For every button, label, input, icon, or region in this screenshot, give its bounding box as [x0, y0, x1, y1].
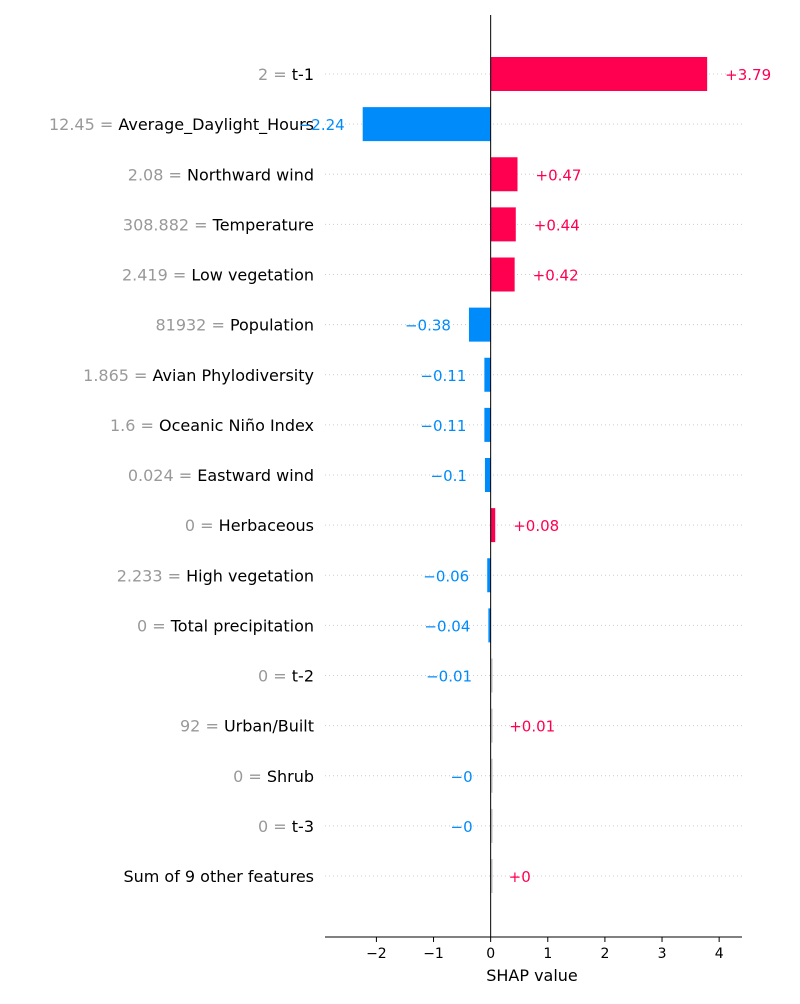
feature-name: Low vegetation	[191, 266, 314, 285]
feature-value: 2.233 =	[117, 566, 186, 585]
feature-value: 308.882 =	[123, 215, 213, 234]
feature-value: 0 =	[258, 667, 292, 686]
feature-value: 0.024 =	[128, 466, 197, 485]
feature-label: 0 = Shrub	[233, 767, 314, 786]
feature-name: Shrub	[267, 767, 314, 786]
feature-name: Average_Daylight_Hours	[118, 115, 314, 135]
feature-value: 1.6 =	[110, 416, 159, 435]
x-tick-label: 0	[486, 946, 495, 962]
negative-bar	[362, 107, 491, 142]
feature-name: Herbaceous	[219, 516, 314, 535]
x-tick-label: 1	[543, 946, 552, 962]
feature-label: 0 = Herbaceous	[185, 516, 314, 535]
negative-bar	[488, 608, 491, 643]
feature-name: Oceanic Niño Index	[159, 416, 314, 435]
positive-bar	[490, 57, 708, 91]
x-tick-label: 4	[715, 946, 724, 962]
bar-layer	[362, 57, 708, 893]
label-layer: 2 = t-1 +3.79 12.45 = Average_Daylight_Hou…	[49, 65, 771, 886]
value-label: +3.79	[725, 66, 771, 84]
feature-label: Sum of 9 other features	[123, 867, 314, 886]
feature-label: 0.024 = Eastward wind	[128, 466, 314, 485]
x-tick-label: −2	[366, 946, 387, 962]
x-tick-label: 3	[658, 946, 667, 962]
x-tick-label: 2	[600, 946, 609, 962]
negative-bar	[484, 357, 491, 392]
value-label: +0	[509, 868, 531, 886]
feature-value: 1.865 =	[83, 366, 152, 385]
value-label: −0.11	[420, 417, 466, 435]
feature-label: 0 = t-3	[258, 817, 314, 836]
positive-bar	[490, 508, 496, 543]
feature-value: 0 =	[258, 817, 292, 836]
feature-name: Urban/Built	[224, 717, 314, 736]
value-label: −0.11	[420, 367, 466, 385]
feature-value: 0 =	[137, 616, 171, 635]
feature-label: 2.233 = High vegetation	[117, 566, 314, 585]
feature-label: 2.419 = Low vegetation	[122, 266, 314, 285]
positive-bar	[490, 708, 493, 743]
feature-name: t-2	[292, 667, 314, 686]
positive-bar	[490, 859, 493, 893]
x-axis: SHAP value −2 −1 0 1 2 3 4	[325, 15, 742, 985]
negative-bar	[487, 558, 491, 593]
feature-value: 12.45 =	[49, 115, 118, 134]
value-label: −0.1	[431, 467, 467, 485]
feature-name: Population	[230, 316, 314, 335]
value-label: +0.44	[534, 216, 580, 234]
feature-value: 2.419 =	[122, 266, 191, 285]
value-label: −0.01	[426, 668, 472, 686]
positive-bar	[490, 808, 493, 843]
feature-label: 0 = t-2	[258, 667, 314, 686]
feature-label: 92 = Urban/Built	[180, 717, 314, 736]
feature-value: 0 =	[233, 767, 267, 786]
feature-label: 81932 = Population	[155, 316, 314, 335]
value-label: −0.38	[405, 317, 451, 335]
x-tick-label: −1	[423, 946, 444, 962]
negative-bar	[484, 458, 491, 492]
value-label: −2.24	[299, 116, 345, 134]
value-label: −0.04	[424, 617, 470, 635]
feature-name: Eastward wind	[197, 466, 314, 485]
negative-bar	[484, 407, 491, 442]
positive-bar	[490, 758, 493, 793]
value-label: +0.01	[509, 718, 555, 736]
feature-label: 308.882 = Temperature	[123, 215, 314, 234]
positive-bar	[490, 207, 516, 242]
value-label: +0.47	[536, 166, 582, 184]
grid-layer	[325, 73, 742, 877]
feature-name: Northward wind	[187, 165, 314, 184]
value-label: +0.42	[533, 267, 579, 285]
feature-name: t-1	[292, 65, 314, 84]
x-axis-label: SHAP value	[486, 966, 578, 985]
feature-label: 2.08 = Northward wind	[128, 165, 314, 184]
feature-label: 1.865 = Avian Phylodiversity	[83, 366, 314, 385]
feature-value: 2.08 =	[128, 165, 187, 184]
positive-bar	[490, 157, 518, 192]
value-label: −0	[451, 818, 473, 836]
value-label: +0.08	[513, 517, 559, 535]
negative-bar	[468, 307, 491, 342]
feature-name: t-3	[292, 817, 314, 836]
feature-value: 81932 =	[155, 316, 229, 335]
feature-value: 2 =	[258, 65, 292, 84]
feature-name: Sum of 9 other features	[123, 867, 314, 886]
feature-name: High vegetation	[186, 566, 314, 585]
feature-label: 12.45 = Average_Daylight_Hours	[49, 115, 314, 135]
feature-label: 1.6 = Oceanic Niño Index	[110, 416, 314, 435]
positive-bar	[490, 257, 515, 292]
feature-label: 0 = Total precipitation	[137, 616, 314, 635]
value-label: −0.06	[423, 567, 469, 585]
feature-label: 2 = t-1	[258, 65, 314, 84]
feature-name: Total precipitation	[170, 616, 314, 635]
feature-name: Avian Phylodiversity	[153, 366, 314, 385]
value-label: −0	[451, 768, 473, 786]
feature-value: 92 =	[180, 717, 224, 736]
negative-bar	[490, 658, 493, 693]
feature-name: Temperature	[212, 215, 314, 234]
feature-value: 0 =	[185, 516, 219, 535]
